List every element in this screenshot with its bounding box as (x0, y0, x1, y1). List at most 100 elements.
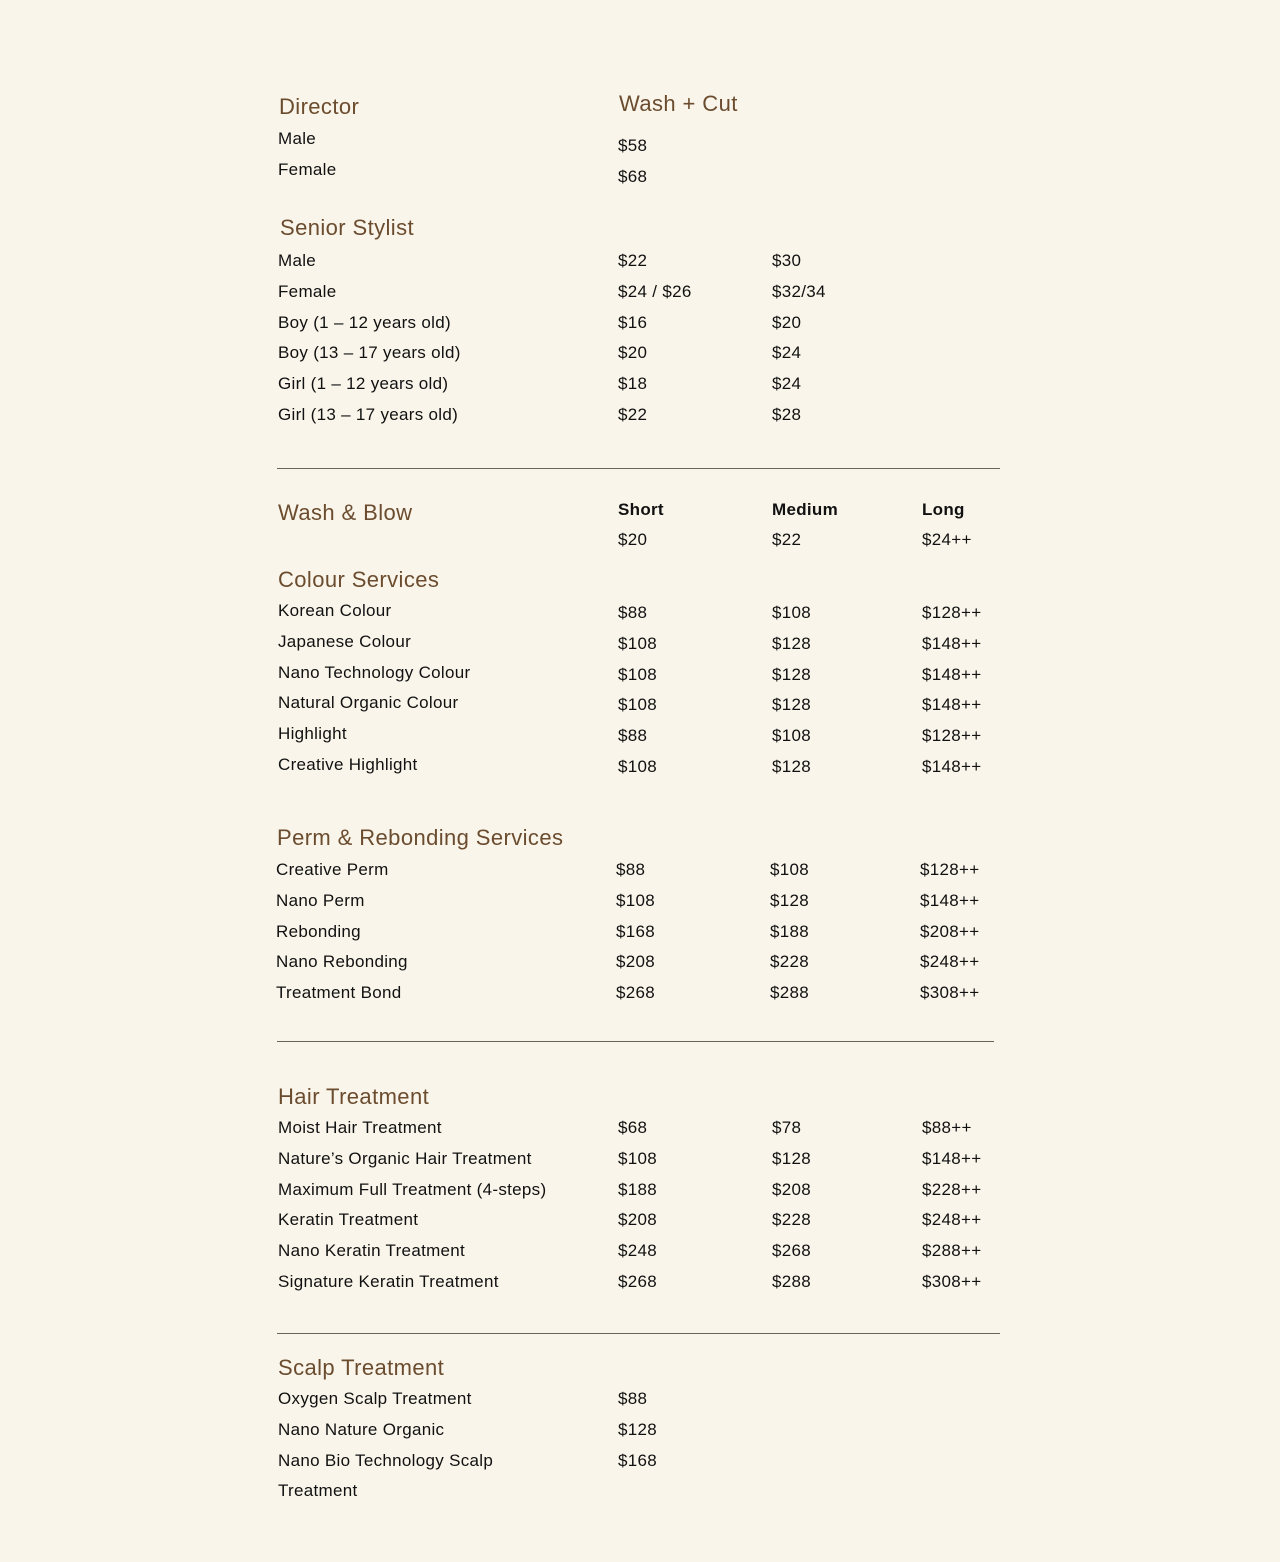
price-cell: $20 (618, 343, 648, 363)
price-cell: $248 (618, 1241, 658, 1261)
column-header: Short (618, 500, 664, 519)
service-name: Signature Keratin Treatment (278, 1272, 499, 1291)
price-cell: $28 (772, 405, 802, 424)
service-name: Boy (13 – 17 years old) (278, 343, 461, 363)
price-cell: $288 (770, 983, 810, 1003)
price-cell: $20 (772, 312, 802, 332)
service-name: Female (278, 281, 337, 301)
price-cell: $308++ (922, 1272, 982, 1291)
service-name: Nano Nature Organic (278, 1419, 445, 1439)
price-cell: $68 (618, 166, 648, 186)
section-title-perm: Perm & Rebonding Services (277, 825, 564, 850)
price-cell: $88 (618, 726, 648, 746)
price-cell: $228 (770, 952, 810, 972)
price-cell: $188 (618, 1179, 658, 1199)
price-cell: $22 (772, 530, 802, 549)
price-cell: $208 (618, 1210, 658, 1230)
service-name: Korean Colour (278, 601, 392, 620)
price-cell: $24 (772, 343, 802, 363)
service-name: Treatment (278, 1481, 358, 1501)
price-cell: $148++ (922, 695, 982, 715)
price-cell: $108 (618, 695, 658, 715)
service-name: Keratin Treatment (278, 1210, 419, 1230)
price-cell: $108 (772, 603, 812, 622)
price-cell: $148++ (922, 757, 982, 776)
divider (277, 468, 1000, 469)
service-name: Treatment Bond (276, 983, 402, 1003)
service-name: Nano Keratin Treatment (278, 1241, 466, 1261)
service-name: Nano Bio Technology Scalp (278, 1450, 494, 1470)
divider (277, 1041, 994, 1042)
service-name: Girl (13 – 17 years old) (278, 405, 459, 424)
service-name: Nano Perm (276, 890, 365, 910)
column-header: Long (922, 500, 965, 519)
section-title-senior-stylist: Senior Stylist (280, 215, 414, 240)
service-name: Rebonding (276, 921, 361, 941)
price-cell: $128 (772, 695, 812, 715)
price-cell: $128++ (922, 726, 982, 746)
price-cell: $288++ (922, 1241, 982, 1261)
price-cell: $128 (772, 1148, 812, 1168)
price-cell: $128 (772, 633, 812, 653)
price-cell: $148++ (920, 890, 980, 910)
service-name: Creative Perm (276, 860, 389, 879)
service-name: Nano Technology Colour (278, 662, 471, 682)
service-name: Nano Rebonding (276, 952, 408, 972)
price-cell: $24 / $26 (618, 281, 692, 301)
price-cell: $108 (770, 860, 810, 879)
price-cell: $88 (616, 860, 646, 879)
price-cell: $24++ (922, 530, 972, 549)
price-cell: $268 (616, 983, 656, 1003)
service-name: Maximum Full Treatment (4-steps) (278, 1179, 547, 1199)
price-cell: $128 (618, 1419, 658, 1439)
service-name: Moist Hair Treatment (278, 1118, 442, 1137)
section-title-colour: Colour Services (278, 567, 440, 592)
price-cell: $208 (772, 1179, 812, 1199)
price-cell: $188 (770, 921, 810, 941)
price-cell: $148++ (922, 1148, 982, 1168)
price-cell: $228++ (922, 1179, 982, 1199)
price-cell: $248++ (922, 1210, 982, 1230)
service-name: Creative Highlight (278, 755, 418, 774)
price-cell: $128++ (920, 860, 980, 879)
price-cell: $88 (618, 1389, 648, 1408)
service-name: Male (278, 251, 317, 270)
section-title-hair: Hair Treatment (278, 1084, 430, 1109)
price-cell: $22 (618, 251, 648, 270)
column-header: Medium (772, 500, 839, 519)
price-cell: $228 (772, 1210, 812, 1230)
price-cell: $30 (772, 251, 802, 270)
price-cell: $22 (618, 405, 648, 424)
price-cell: $108 (772, 726, 812, 746)
service-name: Male (278, 129, 317, 148)
price-cell: $16 (618, 312, 648, 332)
price-cell: $168 (618, 1450, 658, 1470)
service-name: Nature’s Organic Hair Treatment (278, 1148, 532, 1168)
price-cell: $108 (618, 664, 658, 684)
price-cell: $168 (616, 921, 656, 941)
price-cell: $78 (772, 1118, 802, 1137)
price-cell: $128 (772, 664, 812, 684)
price-cell: $268 (772, 1241, 812, 1261)
price-cell: $24 (772, 374, 802, 394)
price-cell: $128 (772, 757, 812, 776)
price-cell: $58 (618, 136, 648, 155)
price-cell: $88++ (922, 1118, 972, 1137)
price-cell: $108 (618, 1148, 658, 1168)
price-cell: $88 (618, 603, 648, 622)
price-cell: $108 (618, 633, 658, 653)
section-title-director: Director (279, 94, 360, 119)
service-name: Boy (1 – 12 years old) (278, 312, 451, 332)
price-cell: $128 (770, 890, 810, 910)
service-name: Natural Organic Colour (278, 693, 459, 713)
service-name: Japanese Colour (278, 631, 412, 651)
service-name: Girl (1 – 12 years old) (278, 374, 449, 394)
column-header-wash-cut: Wash + Cut (619, 91, 738, 116)
price-cell: $18 (618, 374, 648, 394)
price-cell: $20 (618, 530, 648, 549)
price-cell: $148++ (922, 664, 982, 684)
price-cell: $68 (618, 1118, 648, 1137)
price-cell: $108 (616, 890, 656, 910)
price-cell: $288 (772, 1272, 812, 1291)
price-cell: $268 (618, 1272, 658, 1291)
